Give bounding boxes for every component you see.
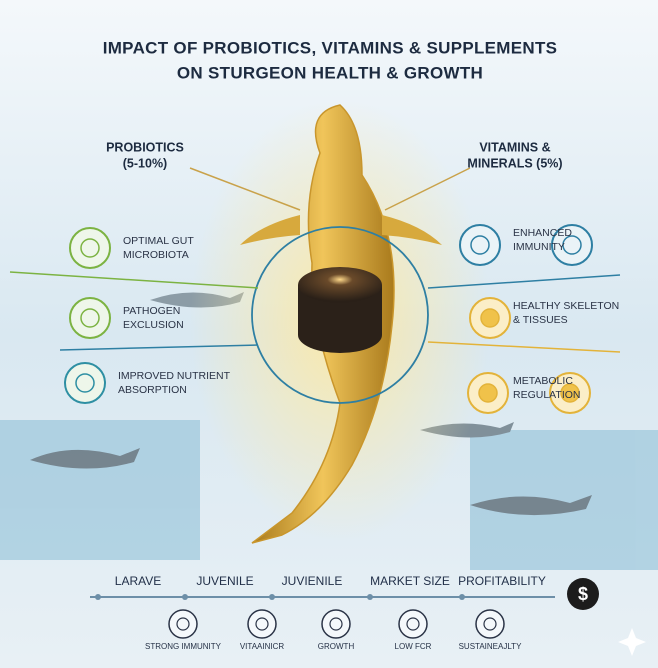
pellet	[298, 267, 382, 353]
benefit-label: GROWTH	[318, 642, 355, 651]
stage-label: LARAVE	[115, 574, 161, 588]
benefit-label: SUSTAINEAJLTY	[459, 642, 522, 651]
item-icon	[460, 225, 500, 265]
benefit-icon	[248, 610, 276, 638]
item-label: REGULATION	[513, 389, 580, 401]
item-label: ENHANCED	[513, 227, 572, 239]
item-label: HEALTHY SKELETON	[513, 300, 619, 312]
title: IMPACT OF PROBIOTICS, VITAMINS & SUPPLEM…	[103, 38, 558, 57]
benefit-icon	[399, 610, 427, 638]
stage-label: JUVENILE	[196, 574, 253, 588]
item-icon	[70, 228, 110, 268]
right-heading: MINERALS (5%)	[467, 156, 562, 170]
benefit-label: VITAAINICR	[240, 642, 285, 651]
stage-label: PROFITABILITY	[458, 574, 546, 588]
item-label: ABSORPTION	[118, 384, 187, 396]
item-label: & TISSUES	[513, 314, 568, 326]
right-heading: VITAMINS &	[479, 140, 550, 154]
stage-label: JUVIENILE	[282, 574, 343, 588]
item-label: PATHOGEN	[123, 305, 180, 317]
item-label: IMMUNITY	[513, 241, 565, 253]
item-label: EXCLUSION	[123, 319, 184, 331]
benefit-label: STRONG IMMUNITY	[145, 642, 222, 651]
item-icon	[70, 298, 110, 338]
left-heading: (5-10%)	[123, 156, 167, 170]
title: ON STURGEON HEALTH & GROWTH	[177, 63, 483, 82]
benefit-label: LOW FCR	[395, 642, 432, 651]
item-label: OPTIMAL GUT	[123, 235, 194, 247]
item-label: MICROBIOTA	[123, 249, 189, 261]
infographic: IMPACT OF PROBIOTICS, VITAMINS & SUPPLEM…	[0, 0, 658, 668]
item-icon-inner	[481, 309, 499, 327]
benefit-icon	[169, 610, 197, 638]
left-heading: PROBIOTICS	[106, 140, 184, 154]
item-label: METABOLIC	[513, 375, 573, 387]
benefit-icon	[322, 610, 350, 638]
item-icon	[65, 363, 105, 403]
benefit-icon	[476, 610, 504, 638]
item-label: IMPROVED NUTRIENT	[118, 370, 231, 382]
dollar-sign: $	[578, 584, 588, 604]
stage-label: MARKET SIZE	[370, 574, 450, 588]
item-icon-inner	[479, 384, 497, 402]
